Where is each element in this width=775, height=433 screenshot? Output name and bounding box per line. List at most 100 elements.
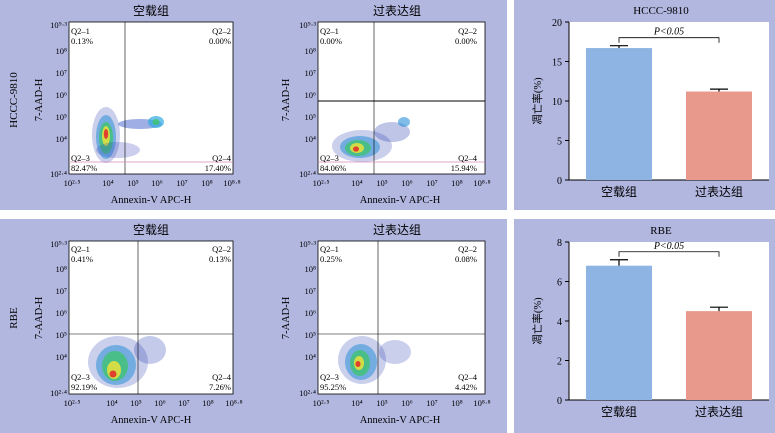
quadrant-value: 0.13%	[71, 36, 93, 46]
flow-xtick-labels: 10²·⁵ 10⁴ 10⁵ 10⁶ 10⁷ 10⁸ 10⁸·⁸	[64, 178, 241, 188]
row-label-rbe: RBE	[8, 307, 20, 329]
svg-text:10⁷: 10⁷	[176, 178, 188, 188]
quadrant-value: 0.13%	[209, 254, 231, 264]
flow-plot-hccc-empty: 空载组 7-AAD-H Q2–1 0.13% Q2–2 0.00% Q2–3 8…	[34, 4, 241, 206]
svg-text:10⁸·⁸: 10⁸·⁸	[473, 398, 490, 408]
bar-chart-title: RBE	[650, 225, 672, 237]
flow-plot-title: 空载组	[133, 4, 169, 18]
quadrant-value: 17.40%	[205, 163, 231, 173]
svg-text:10⁷: 10⁷	[305, 286, 317, 296]
svg-text:10⁴: 10⁴	[305, 134, 317, 144]
y-tick-label: 15	[552, 58, 562, 69]
bar-0	[586, 265, 652, 400]
quadrant-label: Q2–1	[71, 26, 90, 36]
quadrant-value: 15.94%	[451, 163, 477, 173]
quadrant-label: Q2–1	[320, 244, 339, 254]
x-category-label: 过表达组	[695, 405, 743, 419]
scatter-cloud	[88, 336, 166, 388]
flow-xlabel: Annexin-V APC-H	[360, 415, 441, 426]
quadrant-label: Q2–2	[212, 26, 231, 36]
x-category-label: 过表达组	[695, 185, 743, 199]
quadrant-label: Q2–3	[71, 153, 90, 163]
y-tick-label: 20	[552, 18, 562, 29]
quadrant-value: 92.19%	[71, 382, 97, 392]
svg-text:10⁵: 10⁵	[376, 398, 388, 408]
flow-plot-frame	[317, 240, 486, 395]
svg-text:10²·⁵: 10²·⁵	[64, 178, 81, 188]
scatter-cloud	[332, 117, 410, 162]
quadrant-value: 0.08%	[455, 254, 477, 264]
svg-text:10⁷: 10⁷	[178, 398, 190, 408]
svg-text:10⁶: 10⁶	[151, 178, 163, 188]
svg-text:10⁹·³: 10⁹·³	[50, 20, 67, 30]
quadrant-value: 0.00%	[320, 36, 342, 46]
flow-plot-title: 空载组	[133, 223, 169, 237]
svg-text:10⁷: 10⁷	[426, 398, 438, 408]
bar-0	[586, 48, 652, 180]
flow-ytick-labels: 10⁹·³ 10⁸ 10⁷ 10⁶ 10⁵ 10⁴ 10²·⁴	[50, 20, 67, 179]
scatter-cloud	[92, 107, 164, 163]
flow-ytick-labels: 10⁹·³ 10⁸ 10⁷ 10⁶ 10⁵ 10⁴ 10²·⁴	[299, 239, 316, 398]
svg-text:10⁹·³: 10⁹·³	[299, 239, 316, 249]
svg-text:10⁶: 10⁶	[154, 398, 166, 408]
svg-text:10⁴: 10⁴	[351, 178, 363, 188]
quadrant-label: Q2–1	[320, 26, 339, 36]
svg-text:10⁶: 10⁶	[305, 90, 317, 100]
svg-text:10⁴: 10⁴	[102, 178, 114, 188]
y-tick-label: 0	[557, 396, 562, 407]
svg-text:10⁸: 10⁸	[56, 46, 68, 56]
flow-ylabel: 7-AAD-H	[281, 296, 292, 339]
quadrant-value: 0.00%	[209, 36, 231, 46]
bar-chart-rbe: RBE 0 2 4 6 8 凋亡率(%) 空载组 过表达组 P<0.05	[531, 225, 769, 419]
bar-1	[686, 91, 752, 180]
svg-text:10²·⁵: 10²·⁵	[64, 398, 81, 408]
flow-xlabel: Annexin-V APC-H	[360, 195, 441, 206]
flow-xlabel: Annexin-V APC-H	[111, 195, 192, 206]
y-tick-label: 8	[557, 238, 562, 249]
flow-plot-title: 过表达组	[373, 223, 421, 237]
svg-text:10⁷: 10⁷	[56, 286, 68, 296]
flow-plot-hccc-overexpr: 过表达组 7-AAD-H Q2–1 0.00% Q2–2 0.00% Q2–3 …	[281, 4, 491, 206]
svg-text:10⁸: 10⁸	[451, 398, 463, 408]
svg-text:10²·⁵: 10²·⁵	[313, 398, 330, 408]
quadrant-value: 82.47%	[71, 163, 97, 173]
flow-xlabel: Annexin-V APC-H	[111, 415, 192, 426]
quadrant-label: Q2–1	[71, 244, 90, 254]
quadrant-label: Q2–2	[458, 26, 477, 36]
svg-text:10⁶: 10⁶	[305, 308, 317, 318]
svg-text:10⁸: 10⁸	[305, 46, 317, 56]
significance-bracket	[618, 37, 720, 43]
quadrant-label: Q2–3	[320, 153, 339, 163]
flow-plot-frame	[68, 21, 234, 175]
bar-1	[686, 311, 752, 400]
flow-ylabel: 7-AAD-H	[281, 78, 292, 121]
svg-text:10⁸·⁸: 10⁸·⁸	[225, 398, 242, 408]
y-tick-label: 6	[557, 278, 562, 289]
svg-text:10⁴: 10⁴	[56, 134, 68, 144]
svg-text:10⁸: 10⁸	[56, 264, 68, 274]
svg-text:10⁴: 10⁴	[351, 398, 363, 408]
y-tick-label: 10	[552, 97, 562, 108]
svg-text:10⁶: 10⁶	[401, 398, 413, 408]
svg-text:10⁹·³: 10⁹·³	[50, 239, 67, 249]
y-tick-label: 5	[557, 137, 562, 148]
quadrant-label: Q2–2	[212, 244, 231, 254]
bar-ylabel: 凋亡率(%)	[531, 77, 544, 125]
quadrant-label: Q2–3	[71, 372, 90, 382]
svg-text:10⁸·⁸: 10⁸·⁸	[473, 178, 490, 188]
svg-text:10⁵: 10⁵	[56, 112, 68, 122]
quadrant-value: 84.06%	[320, 163, 346, 173]
significance-bracket	[618, 251, 720, 257]
svg-text:10⁹·³: 10⁹·³	[299, 20, 316, 30]
flow-plot-title: 过表达组	[373, 4, 421, 18]
svg-text:10⁷: 10⁷	[305, 68, 317, 78]
quadrant-value: 0.00%	[455, 36, 477, 46]
flow-xtick-labels: 10²·⁵ 10⁴ 10⁵ 10⁶ 10⁷ 10⁸ 10⁸·⁸	[313, 178, 491, 188]
flow-xtick-labels: 10²·⁵ 10⁴ 10⁵ 10⁶ 10⁷ 10⁸ 10⁸·⁸	[64, 398, 243, 408]
svg-text:10⁴: 10⁴	[305, 352, 317, 362]
y-tick-label: 4	[557, 317, 562, 328]
svg-text:10²·⁴: 10²·⁴	[299, 169, 316, 179]
row-label-hccc: HCCC-9810	[8, 72, 20, 128]
svg-text:10⁵: 10⁵	[305, 112, 317, 122]
